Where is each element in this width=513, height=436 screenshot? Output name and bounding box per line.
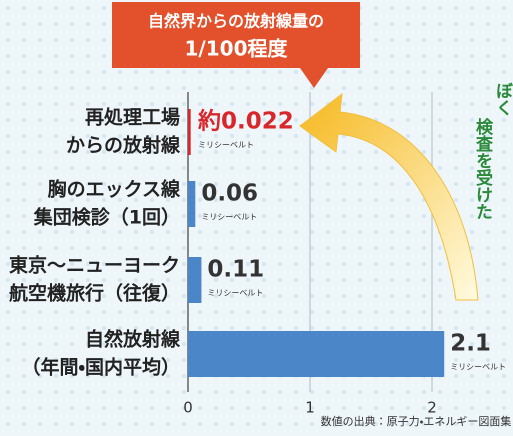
category-label: （年間・国内平均） — [22, 356, 180, 379]
x-tick-label: 0 — [183, 399, 193, 417]
value-label: 2.1 — [450, 331, 491, 357]
category-label: 胸のエックス線 — [48, 178, 181, 201]
unit-label: ミリシーベルト — [450, 363, 506, 372]
bar — [188, 257, 201, 303]
category-label: 自然放射線 — [85, 328, 181, 351]
unit-label: ミリシーベルト — [201, 213, 257, 222]
side-note: 検査を受けた — [472, 117, 494, 220]
category-label: 集団検診（1回） — [33, 206, 180, 229]
source: 数値の出典：原子力・エネルギー図面集 — [321, 414, 512, 428]
callout-line: 1/100程度 — [185, 37, 289, 61]
value-label: 0.11 — [207, 257, 264, 283]
x-tick-label: 2 — [427, 399, 437, 417]
value-label: 約0.022 — [197, 108, 294, 135]
category-label: 東京～ニューヨーク — [9, 254, 180, 277]
callout-line: 自然界からの放射線量の — [148, 12, 324, 31]
value-label: 0.06 — [201, 181, 258, 207]
category-label: からの放射線 — [66, 134, 181, 157]
bar — [188, 109, 191, 155]
bar — [188, 181, 195, 227]
side-note: ぼく — [492, 82, 512, 116]
unit-label: ミリシーベルト — [198, 141, 254, 150]
category-label: 再処理工場 — [85, 106, 180, 129]
category-label: 航空機旅行（往復） — [9, 282, 180, 305]
unit-label: ミリシーベルト — [207, 289, 263, 298]
bar — [188, 331, 444, 377]
x-tick-label: 1 — [305, 399, 315, 417]
chart: 自然界からの放射線量の 1/100程度 数値の出典：原子力・エネルギー図面集 ぼ… — [0, 0, 513, 436]
